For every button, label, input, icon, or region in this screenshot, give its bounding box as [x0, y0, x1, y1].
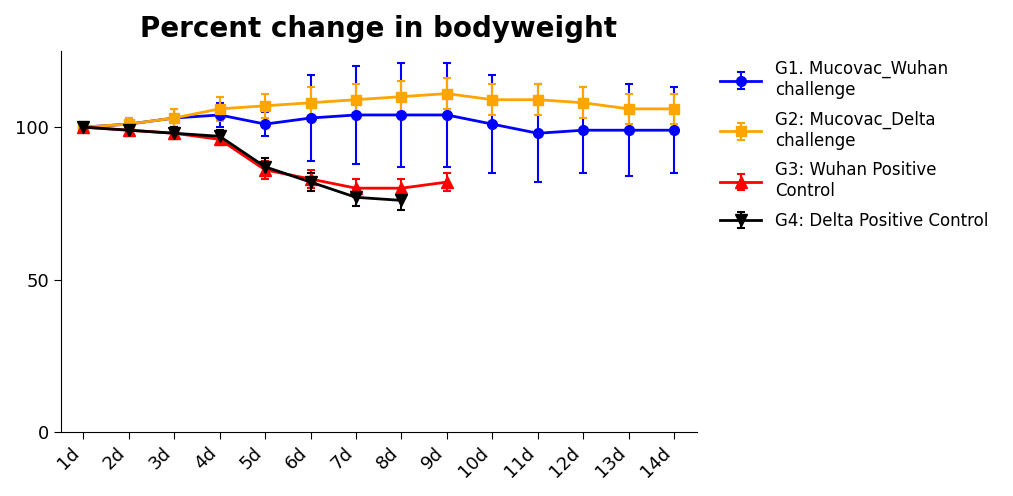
Legend: G1. Mucovac_Wuhan
challenge, G2: Mucovac_Delta
challenge, G3: Wuhan Positive
Con: G1. Mucovac_Wuhan challenge, G2: Mucovac… [711, 52, 997, 238]
Title: Percent change in bodyweight: Percent change in bodyweight [140, 15, 617, 43]
